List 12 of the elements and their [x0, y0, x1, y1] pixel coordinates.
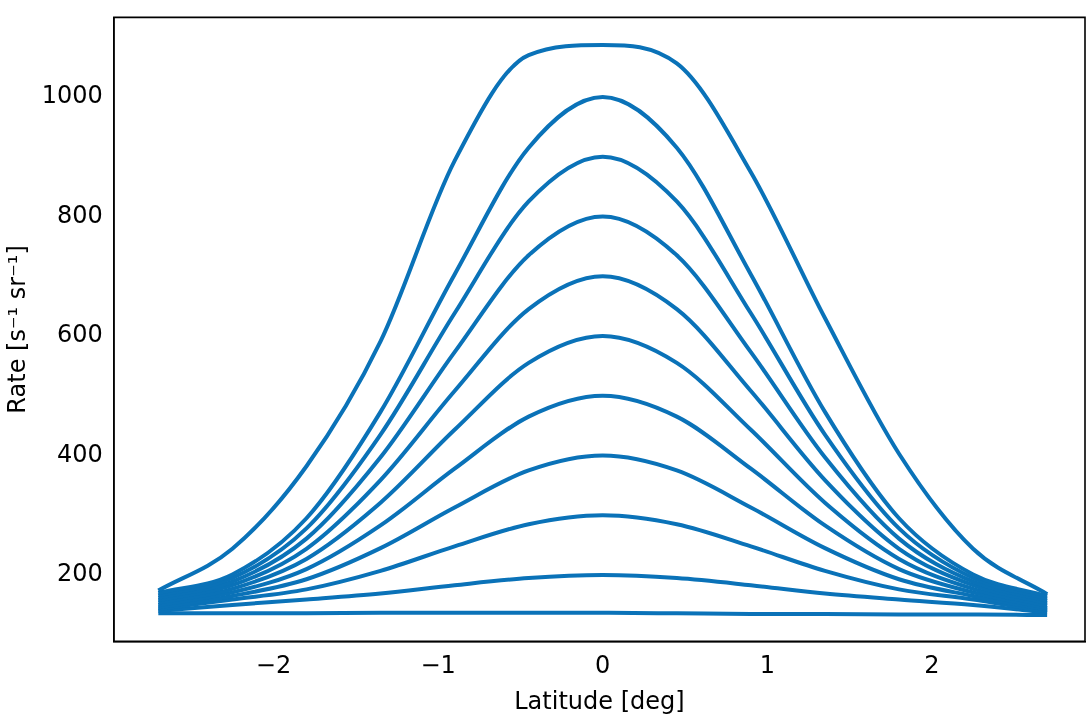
y-tick-label: 800	[57, 200, 103, 229]
x-axis-title: Latitude [deg]	[514, 686, 685, 715]
x-tick-label: −2	[255, 651, 292, 680]
x-tick-label: 2	[924, 651, 940, 680]
y-tick-label: 400	[57, 439, 103, 468]
x-tick-label: −1	[420, 651, 456, 680]
y-tick-label: 1000	[41, 81, 103, 110]
y-tick-label: 600	[57, 320, 103, 349]
y-tick-label: 200	[57, 559, 103, 588]
x-tick-label: 0	[595, 651, 611, 680]
y-axis-title: Rate [s⁻¹ sr⁻¹]	[2, 245, 31, 414]
x-tick-label: 1	[759, 651, 775, 680]
